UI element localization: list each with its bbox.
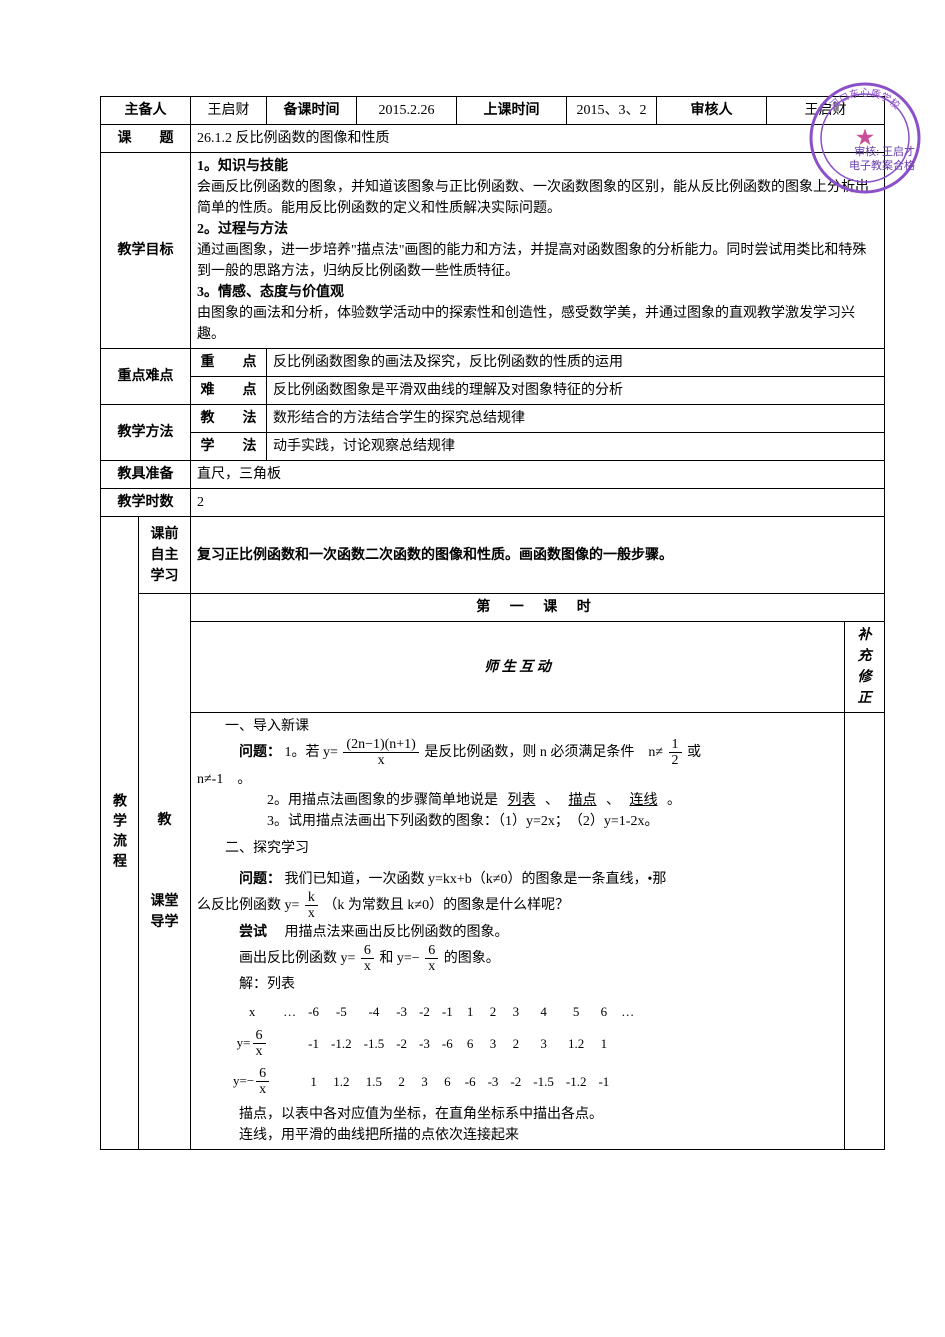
value-hours: 2	[191, 489, 885, 517]
label-classroom: 教 课堂 导学	[139, 594, 191, 1150]
value-table-y1-row: y=6x -1 -1.2 -1.5 -2 -3 -6 6 3 2 3 1.2	[227, 1025, 640, 1063]
solve-line: 解：列表	[197, 974, 838, 995]
value-class-date: 2015、3、2	[567, 97, 657, 125]
label-reviewer: 审核人	[657, 97, 767, 125]
obj-s1-body: 会画反比例函数的图象，并知道该图象与正比例函数、一次函数图象的区别，能从反比例函…	[197, 177, 878, 219]
label-teach: 教 法	[191, 405, 267, 433]
value-diff: 反比例函数图象是平滑双曲线的理解及对图象特征的分析	[267, 377, 885, 405]
interact-content: 一、导入新课 问题： 1。若 y= (2n−1)(n+1) x 是反比例函数，则…	[191, 713, 845, 1150]
lesson-title: 第 一 课 时	[191, 594, 885, 622]
question-3: 3。试用描点法画出下列函数的图象：（1）y=2x； （2）y=1-2x。	[197, 811, 838, 832]
row-objectives: 教学目标 1。知识与技能 会画反比例函数的图象，并知道该图象与正比例函数、一次函…	[101, 153, 885, 349]
value-key: 反比例函数图象的画法及探究，反比例函数的性质的运用	[267, 349, 885, 377]
obj-s2-body: 通过画图象，进一步培养"描点法"画图的能力和方法，并提高对函数图象的分析能力。同…	[197, 240, 878, 282]
row-tools: 教具准备 直尺，三角板	[101, 461, 885, 489]
header-row-1: 主备人 王启财 备课时间 2015.2.26 上课时间 2015、3、2 审核人…	[101, 97, 885, 125]
obj-s3-title: 3。情感、态度与价值观	[197, 282, 878, 303]
stamp-caption: 审核: 王启才 电子教案合格	[849, 145, 915, 174]
label-preparer: 主备人	[101, 97, 191, 125]
value-learn: 动手实践，讨论观察总结规律	[267, 433, 885, 461]
value-table-x-row: x … -6 -5 -4 -3 -2 -1 1 2 3 4 5 6	[227, 999, 640, 1025]
label-topic: 课 题	[101, 125, 191, 153]
value-prestudy: 复习正比例函数和一次函数二次函数的图像和性质。画函数图像的一般步骤。	[191, 517, 885, 594]
obj-s2-title: 2。过程与方法	[197, 219, 878, 240]
tail-2: 连线，用平滑的曲线把所描的点依次连接起来	[197, 1125, 838, 1146]
question-1-tail: n≠-1 。	[197, 769, 838, 790]
lesson-plan-table: 主备人 王启财 备课时间 2015.2.26 上课时间 2015、3、2 审核人…	[100, 96, 885, 1150]
row-learn-method: 学 法 动手实践，讨论观察总结规律	[101, 433, 885, 461]
question-1: 问题： 1。若 y= (2n−1)(n+1) x 是反比例函数，则 n 必须满足…	[197, 737, 838, 769]
problem-2a: 问题： 我们已知道，一次函数 y=kx+b（k≠0）的图象是一条直线，•那	[197, 869, 838, 890]
row-hours: 教学时数 2	[101, 489, 885, 517]
section-1-title: 一、导入新课	[197, 716, 838, 737]
notes-header: 补充修正	[845, 622, 885, 713]
label-diff: 难 点	[191, 377, 267, 405]
value-teach: 数形结合的方法结合学生的探究总结规律	[267, 405, 885, 433]
problem-2b: 么反比例函数 y= k x （k 为常数且 k≠0）的图象是什么样呢？	[197, 890, 838, 922]
row-teach-method: 教学方法 教 法 数形结合的方法结合学生的探究总结规律	[101, 405, 885, 433]
value-tools: 直尺，三角板	[191, 461, 885, 489]
label-class-date: 上课时间	[457, 97, 567, 125]
value-prep-date: 2015.2.26	[357, 97, 457, 125]
notes-content	[845, 713, 885, 1150]
value-table-y2-row: y=−6x 1 1.2 1.5 2 3 6 -6 -3 -2 -1.5 -1.2	[227, 1063, 640, 1101]
label-learn: 学 法	[191, 433, 267, 461]
label-prestudy: 课前 自主 学习	[139, 517, 191, 594]
value-table: x … -6 -5 -4 -3 -2 -1 1 2 3 4 5 6	[227, 999, 640, 1100]
label-methods: 教学方法	[101, 405, 191, 461]
obj-s3-body: 由图象的画法和分析，体验数学活动中的探索性和创造性，感受数学美，并通过图象的直观…	[197, 303, 878, 345]
tail-1: 描点，以表中各对应值为坐标，在直角坐标系中描出各点。	[197, 1104, 838, 1125]
value-preparer: 王启财	[191, 97, 267, 125]
row-keypoint: 重点难点 重 点 反比例函数图象的画法及探究，反比例函数的性质的运用	[101, 349, 885, 377]
interact-header: 师 生 互 动	[191, 622, 845, 713]
draw-line: 画出反比例函数 y= 6 x 和 y=− 6 x 的图象。	[197, 943, 838, 975]
row-main-content: 一、导入新课 问题： 1。若 y= (2n−1)(n+1) x 是反比例函数，则…	[101, 713, 885, 1150]
row-prestudy: 教学流程 课前 自主 学习 复习正比例函数和一次函数二次函数的图像和性质。画函数…	[101, 517, 885, 594]
try-line: 尝试 用描点法来画出反比例函数的图象。	[197, 922, 838, 943]
header-row-topic: 课 题 26.1.2 反比例函数的图像和性质	[101, 125, 885, 153]
row-lesson-title: 教 课堂 导学 第 一 课 时	[101, 594, 885, 622]
obj-s1-title: 1。知识与技能	[197, 156, 878, 177]
question-2: 2。用描点法画图象的步骤简单地说是 列表 、 描点 、 连线 。	[197, 790, 838, 811]
value-reviewer: 王启财	[767, 97, 885, 125]
section-2-title: 二、探究学习	[197, 838, 838, 859]
value-objectives: 1。知识与技能 会画反比例函数的图象，并知道该图象与正比例函数、一次函数图象的区…	[191, 153, 885, 349]
label-keypoints: 重点难点	[101, 349, 191, 405]
row-difficulty: 难 点 反比例函数图象是平滑双曲线的理解及对图象特征的分析	[101, 377, 885, 405]
label-hours: 教学时数	[101, 489, 191, 517]
row-sub-header: 师 生 互 动 补充修正	[101, 622, 885, 713]
value-topic: 26.1.2 反比例函数的图像和性质	[191, 125, 885, 153]
label-prep-date: 备课时间	[267, 97, 357, 125]
label-objectives: 教学目标	[101, 153, 191, 349]
label-key: 重 点	[191, 349, 267, 377]
label-flow: 教学流程	[101, 517, 139, 1150]
label-tools: 教具准备	[101, 461, 191, 489]
